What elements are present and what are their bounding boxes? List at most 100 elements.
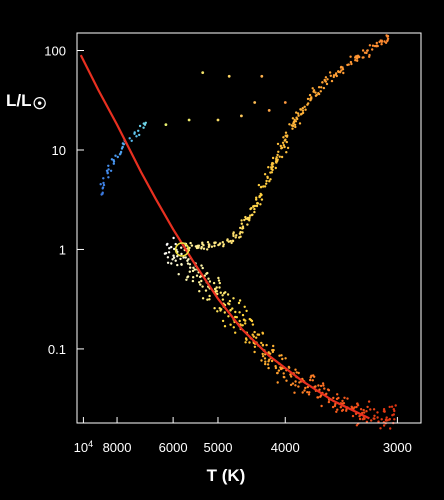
star-point: [171, 258, 174, 261]
star-point: [326, 388, 330, 391]
star-point: [244, 319, 247, 322]
star-point: [262, 185, 265, 188]
star-point: [216, 310, 219, 313]
star-point: [363, 417, 366, 420]
star-point: [334, 72, 338, 75]
star-point: [196, 244, 199, 248]
star-point: [189, 266, 192, 269]
star-point: [253, 204, 257, 208]
star-point: [174, 242, 177, 246]
red-giant-branch-series: [183, 34, 390, 252]
star-point: [244, 215, 247, 219]
star-point: [186, 275, 190, 278]
star-point: [320, 86, 323, 89]
star-point: [362, 56, 365, 59]
star-point: [322, 86, 326, 90]
star-point: [306, 391, 309, 394]
star-point: [313, 375, 316, 378]
star-point: [295, 371, 298, 374]
star-point: [306, 385, 309, 389]
star-point: [297, 385, 300, 388]
star-point: [272, 162, 275, 165]
star-point: [279, 144, 282, 148]
star-point: [380, 43, 383, 46]
star-point: [341, 408, 345, 412]
star-point: [120, 147, 124, 150]
star-point: [237, 301, 241, 305]
star-point: [294, 368, 297, 371]
star-point: [248, 341, 251, 344]
star-point: [138, 133, 141, 137]
star-point: [170, 262, 173, 265]
star-point: [164, 123, 168, 126]
star-point: [325, 392, 328, 395]
x-tick-label: 104: [74, 439, 93, 455]
star-point: [371, 44, 375, 47]
star-point: [341, 66, 344, 69]
star-point: [206, 298, 209, 301]
y-tick-label: 100: [44, 44, 66, 59]
star-point: [260, 198, 264, 201]
star-point: [350, 62, 353, 66]
star-point: [170, 245, 173, 249]
star-point: [208, 280, 212, 283]
y-tick-label: 10: [52, 143, 66, 158]
star-point: [361, 49, 365, 52]
star-point: [306, 97, 310, 101]
star-point: [321, 382, 325, 385]
star-point: [278, 354, 281, 357]
star-point: [101, 186, 105, 189]
star-point: [219, 309, 222, 312]
star-point: [383, 40, 386, 43]
star-point: [223, 325, 227, 328]
star-point: [294, 125, 297, 129]
star-point: [296, 117, 299, 121]
star-point: [390, 405, 394, 408]
star-point: [218, 286, 221, 289]
star-point: [263, 173, 267, 176]
star-point: [167, 251, 171, 254]
star-point: [215, 286, 218, 289]
star-point: [235, 234, 238, 237]
star-point: [346, 397, 349, 400]
star-point: [253, 350, 256, 354]
star-point: [264, 360, 267, 363]
star-point: [229, 308, 232, 312]
star-point: [366, 405, 369, 409]
x-tick-label: 3000: [383, 440, 412, 455]
star-point: [365, 420, 369, 423]
star-point: [272, 344, 275, 348]
main-sequence-series: [163, 236, 397, 430]
star-point: [202, 244, 205, 247]
star-point: [130, 139, 133, 142]
overlay-layer: [79, 54, 370, 420]
star-point: [372, 408, 376, 411]
star-point: [312, 89, 316, 92]
star-point: [375, 41, 378, 45]
star-point: [166, 242, 169, 246]
star-point: [234, 310, 237, 314]
star-point: [197, 246, 200, 249]
star-point: [394, 404, 397, 407]
star-point: [244, 337, 248, 340]
star-point: [253, 210, 256, 214]
star-point: [337, 70, 340, 73]
star-point: [314, 91, 317, 94]
star-point: [261, 343, 265, 347]
star-point: [206, 248, 209, 251]
star-point: [109, 169, 113, 172]
star-point: [263, 185, 267, 188]
star-point: [266, 176, 269, 180]
star-point: [222, 245, 225, 248]
star-point: [322, 384, 325, 387]
star-point: [187, 258, 190, 261]
star-point: [319, 384, 323, 388]
star-point: [251, 333, 254, 336]
star-point: [382, 424, 386, 427]
star-point: [332, 396, 335, 400]
star-point: [298, 122, 302, 125]
star-point: [294, 384, 297, 387]
star-point: [193, 268, 196, 271]
star-point: [330, 79, 334, 83]
